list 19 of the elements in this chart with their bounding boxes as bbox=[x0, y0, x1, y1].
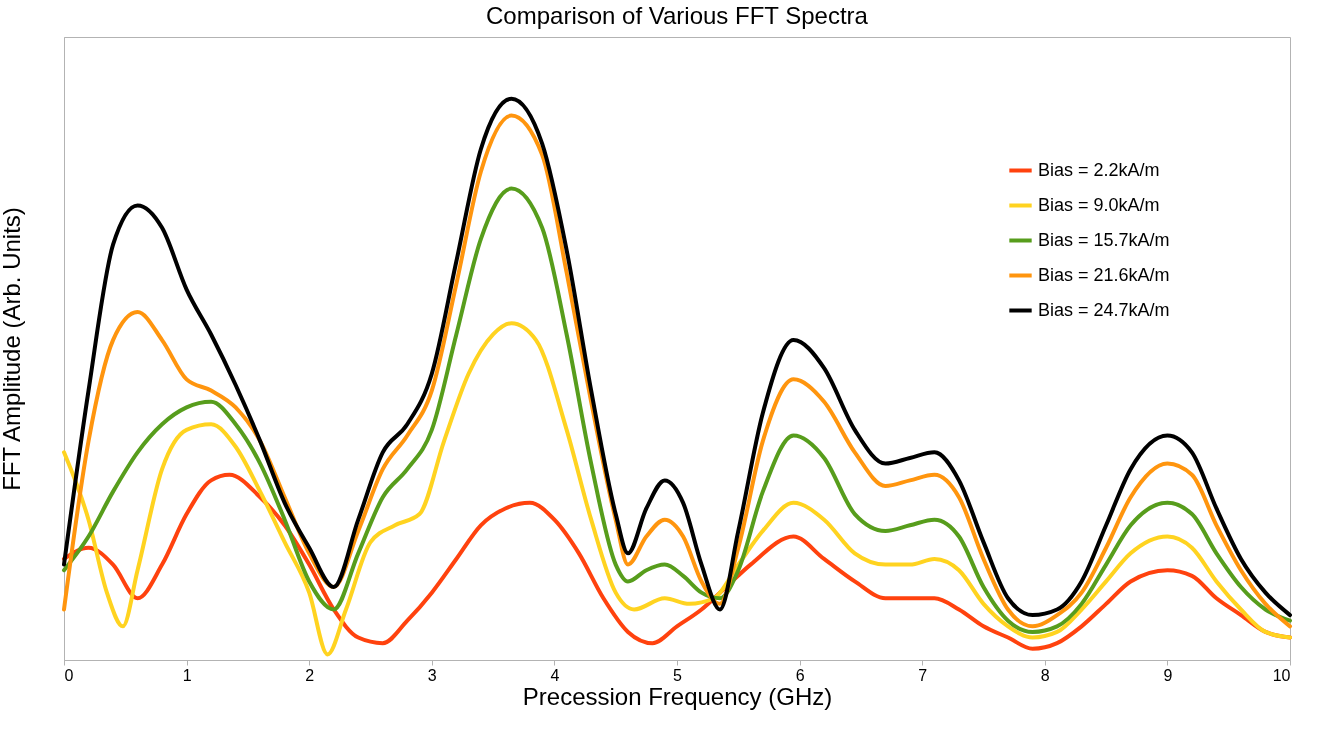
x-tick-label: 1 bbox=[182, 666, 192, 684]
chart-title: Comparison of Various FFT Spectra bbox=[486, 2, 869, 29]
x-axis-title: Precession Frequency (GHz) bbox=[522, 682, 833, 710]
y-axis-title: FFT Amplitude (Arb. Units) bbox=[0, 207, 25, 491]
legend-label: Bias = 2.2kA/m bbox=[1038, 159, 1160, 180]
x-tick-label: 7 bbox=[918, 666, 928, 684]
legend-label: Bias = 24.7kA/m bbox=[1038, 299, 1170, 320]
x-tick-label: 9 bbox=[1163, 666, 1173, 684]
x-tick-label: 0 bbox=[64, 666, 74, 684]
x-tick-label: 4 bbox=[550, 666, 560, 684]
legend-label: Bias = 21.6kA/m bbox=[1038, 264, 1170, 285]
x-tick-label: 8 bbox=[1040, 666, 1050, 684]
x-tick-label: 2 bbox=[305, 666, 315, 684]
x-tick-label: 3 bbox=[427, 666, 437, 684]
x-tick-label: 10 bbox=[1272, 666, 1291, 684]
x-tick-label: 5 bbox=[673, 666, 683, 684]
legend-label: Bias = 15.7kA/m bbox=[1038, 229, 1170, 250]
legend-label: Bias = 9.0kA/m bbox=[1038, 194, 1160, 215]
x-tick-label: 6 bbox=[795, 666, 805, 684]
